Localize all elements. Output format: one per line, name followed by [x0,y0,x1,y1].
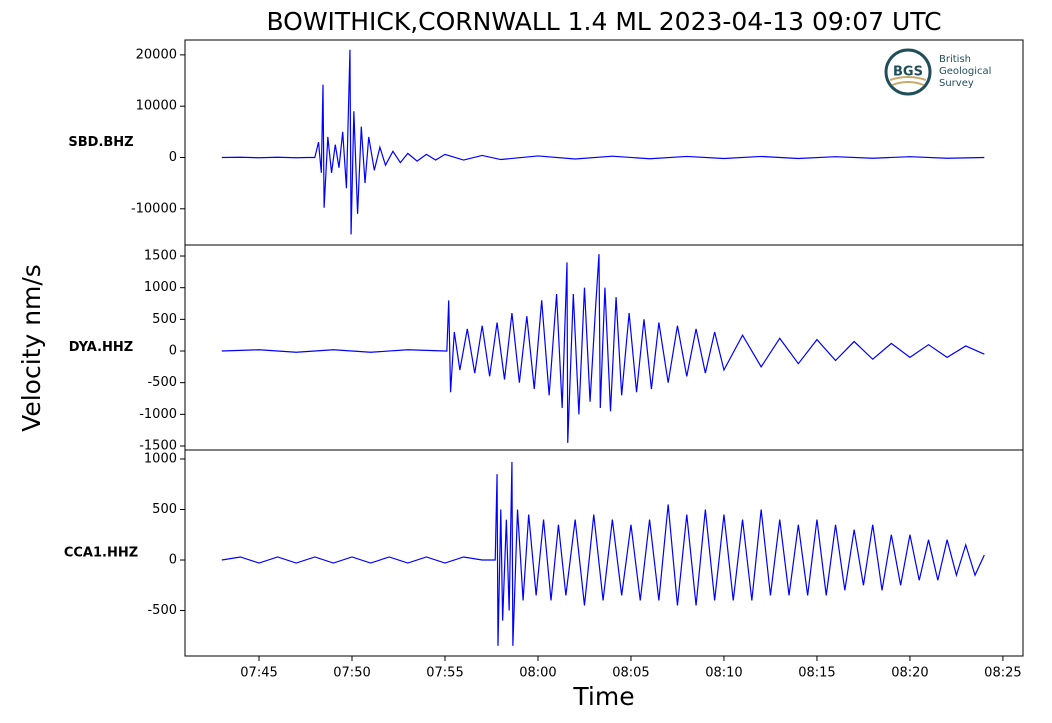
station-label: SBD.BHZ [68,135,133,150]
y-tick-label: 0 [169,553,177,568]
logo: BGS British Geological Survey [884,48,991,96]
x-tick-label: 07:55 [426,666,463,681]
trace [221,254,985,443]
trace [221,462,985,646]
logo-abbr: BGS [893,65,923,80]
y-tick-label: 20000 [136,47,177,62]
chart-title: BOWITHICK,CORNWALL 1.4 ML 2023-04-13 09:… [266,7,941,36]
y-tick-label: 500 [152,312,177,327]
trace [221,49,985,235]
x-tick-label: 08:25 [984,666,1021,681]
station-label: DYA.HHZ [69,340,133,355]
x-axis-label: Time [572,682,634,711]
logo-text: Survey [939,78,974,89]
y-tick-label: 1500 [144,249,177,264]
x-tick-label: 08:15 [798,666,835,681]
y-tick-label: -500 [147,375,177,390]
x-tick-label: 07:50 [333,666,370,681]
y-tick-label: 0 [169,344,177,359]
y-tick-label: -10000 [131,201,177,216]
y-axis-label: Velocity nm/s [17,264,46,432]
y-tick-label: 1000 [144,451,177,466]
x-tick-label: 08:00 [519,666,556,681]
logo-ring [884,48,932,96]
logo-text: British [939,54,971,65]
y-tick-label: -1000 [139,407,177,422]
station-label: CCA1.HHZ [64,546,138,561]
x-tick-label: 08:05 [612,666,649,681]
logo-waves [889,76,927,86]
x-tick-label: 08:20 [891,666,928,681]
y-tick-label: 1000 [144,280,177,295]
x-tick-label: 07:45 [240,666,277,681]
y-tick-label: -1500 [139,439,177,454]
y-tick-label: 500 [152,502,177,517]
x-tick-label: 08:10 [705,666,742,681]
y-tick-label: 0 [169,150,177,165]
y-tick-label: -500 [147,603,177,618]
y-tick-label: 10000 [136,99,177,114]
logo-text: Geological [939,66,991,77]
panel-frame [184,449,1024,657]
